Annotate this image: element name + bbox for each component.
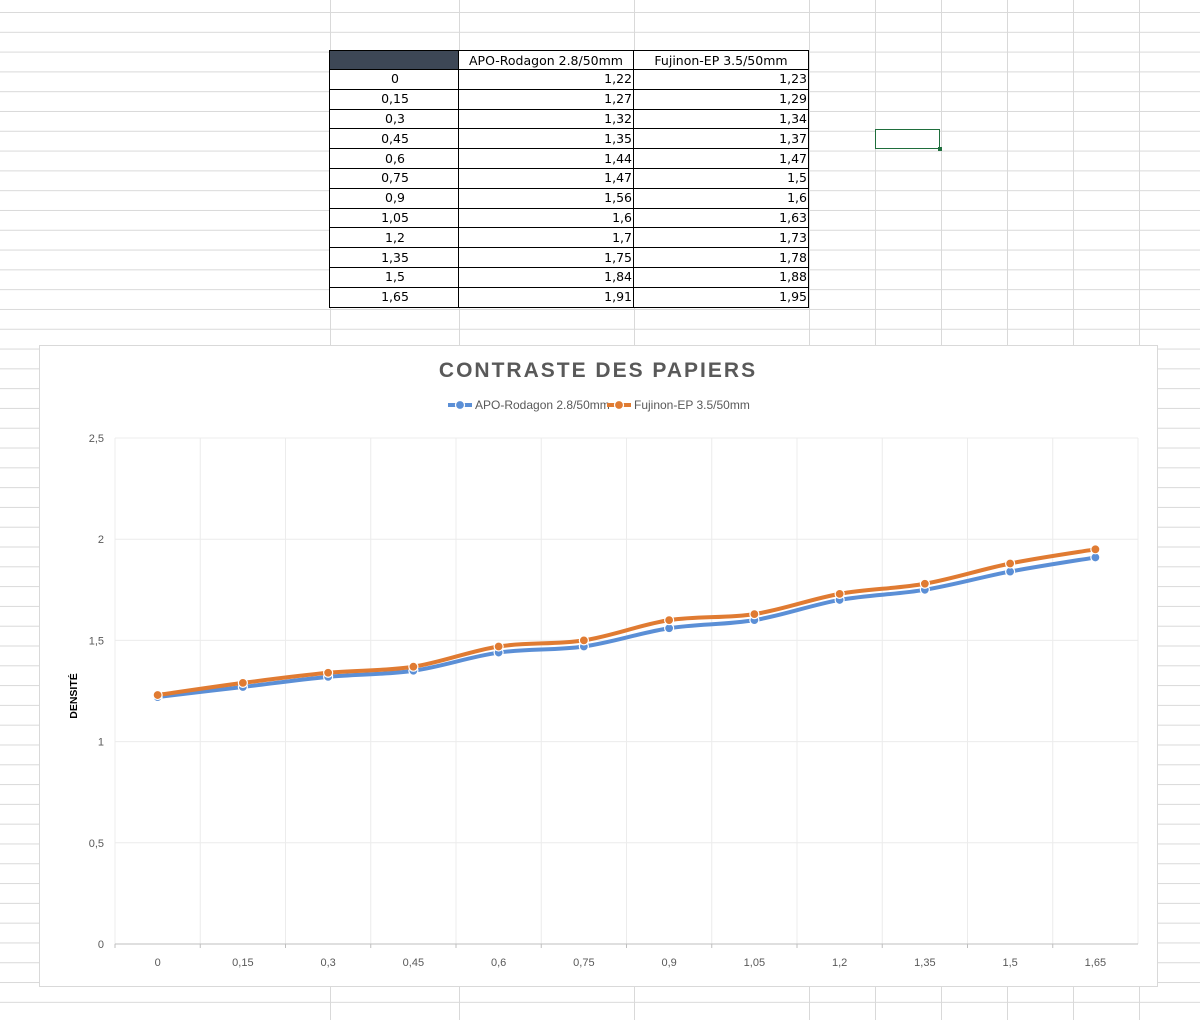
x-tick-label: 0,9: [661, 957, 676, 969]
legend-swatch-marker: [613, 399, 625, 411]
table-row: 0,75 1,47 1,5: [329, 167, 809, 189]
table-cell[interactable]: 1,32: [458, 108, 634, 130]
table-row: 0,45 1,35 1,37: [329, 128, 809, 150]
table-cell[interactable]: 1,47: [458, 167, 634, 189]
table-row: 1,5 1,84 1,88: [329, 266, 809, 288]
y-tick-label: 1: [98, 737, 104, 749]
y-tick-label: 0: [98, 939, 104, 951]
table-header-cell[interactable]: APO-Rodagon 2.8/50mm: [458, 50, 634, 70]
table-cell[interactable]: 1,75: [458, 247, 634, 268]
table-cell[interactable]: 1,56: [458, 187, 634, 209]
chart-grid: [114, 437, 1139, 944]
x-tick-label: 0: [155, 957, 161, 969]
selected-cell[interactable]: [875, 129, 942, 151]
line-chart[interactable]: CONTRASTE DES PAPIERS APO-Rodagon 2.8/50…: [39, 345, 1158, 987]
data-point[interactable]: [152, 689, 163, 701]
table-cell[interactable]: 1,22: [458, 69, 634, 90]
data-point[interactable]: [834, 588, 845, 599]
table-header-row: APO-Rodagon 2.8/50mm Fujinon-EP 3.5/50mm: [329, 50, 809, 70]
legend-entry-label[interactable]: Fujinon-EP 3.5/50mm: [634, 398, 750, 412]
chart-canvas: CONTRASTE DES PAPIERS APO-Rodagon 2.8/50…: [67, 359, 1139, 969]
table-row: 1,05 1,6 1,63: [329, 207, 809, 229]
table-cell[interactable]: 1,37: [633, 128, 809, 150]
data-point[interactable]: [323, 667, 334, 678]
table-cell[interactable]: 1,5: [329, 266, 459, 288]
table-cell[interactable]: 1,7: [458, 227, 634, 249]
table-cell[interactable]: 1,65: [329, 286, 459, 308]
y-tick-label: 1,5: [89, 635, 104, 647]
x-tick-label: 0,3: [320, 957, 335, 969]
table-cell[interactable]: 1,05: [329, 207, 459, 229]
table-cell[interactable]: 0,3: [329, 108, 459, 130]
table-cell[interactable]: 1,44: [458, 148, 634, 169]
table-cell[interactable]: 1,35: [458, 128, 634, 150]
y-tick-label: 2: [98, 534, 104, 546]
legend-entry-label[interactable]: APO-Rodagon 2.8/50mm: [475, 398, 610, 412]
x-tick-label: 0,6: [491, 957, 506, 969]
data-point[interactable]: [749, 608, 760, 620]
x-tick-label: 1,5: [1002, 957, 1017, 969]
data-point[interactable]: [237, 677, 248, 689]
table-row: 0,15 1,27 1,29: [329, 88, 809, 110]
table-row: 0,6 1,44 1,47: [329, 148, 809, 169]
table-cell[interactable]: 1,6: [633, 187, 809, 209]
x-tick-label: 1,2: [832, 957, 847, 969]
table-cell[interactable]: 1,34: [633, 108, 809, 130]
table-cell[interactable]: 1,88: [633, 266, 809, 288]
table-cell[interactable]: 1,47: [633, 148, 809, 169]
table-cell[interactable]: 1,95: [633, 286, 809, 308]
data-point[interactable]: [578, 635, 589, 646]
y-axis-title: DENSITÉ: [67, 673, 80, 719]
legend-swatch-marker: [454, 399, 466, 411]
table-cell[interactable]: 1,6: [458, 207, 634, 229]
y-tick-label: 2,5: [89, 433, 104, 445]
y-tick-label: 0,5: [89, 838, 104, 850]
table-row: 0,3 1,32 1,34: [329, 108, 809, 130]
x-tick-label: 1,65: [1085, 957, 1106, 969]
table-cell[interactable]: 0,45: [329, 128, 459, 150]
data-point[interactable]: [493, 641, 504, 652]
table-row: 1,2 1,7 1,73: [329, 227, 809, 249]
table-cell[interactable]: 0,75: [329, 167, 459, 189]
table-cell[interactable]: 1,23: [633, 69, 809, 90]
x-tick-label: 0,45: [403, 957, 424, 969]
chart-title: CONTRASTE DES PAPIERS: [439, 359, 757, 382]
table-cell[interactable]: 1,29: [633, 88, 809, 110]
table-cell[interactable]: 0,15: [329, 88, 459, 110]
data-point[interactable]: [664, 615, 675, 626]
table-cell[interactable]: 1,5: [633, 167, 809, 189]
chart-axes: 0 0,5 1 1,5 2 2,5 0 0,15 0,3 0,45 0,6 0,75 0,9 1,05 1,…: [89, 433, 1138, 969]
x-tick-label: 0,15: [232, 957, 253, 969]
table-cell[interactable]: 1,91: [458, 286, 634, 308]
data-point[interactable]: [1090, 544, 1101, 555]
data-point[interactable]: [1005, 558, 1016, 569]
data-point[interactable]: [408, 661, 419, 672]
chart-series-layer: [152, 544, 1101, 703]
table-cell[interactable]: 1,78: [633, 247, 809, 268]
table-row: 1,35 1,75 1,78: [329, 247, 809, 268]
table-cell[interactable]: 1,84: [458, 266, 634, 288]
table-cell[interactable]: 1,27: [458, 88, 634, 110]
x-tick-label: 1,05: [744, 957, 765, 969]
fill-handle[interactable]: [938, 147, 942, 151]
x-tick-label: 0,75: [573, 957, 594, 969]
table-header-cell[interactable]: [329, 50, 459, 70]
table-row: 0,9 1,56 1,6: [329, 187, 809, 209]
x-tick-label: 1,35: [914, 957, 935, 969]
table-cell[interactable]: 0: [329, 69, 459, 90]
table-cell[interactable]: 0,6: [329, 148, 459, 169]
table-cell[interactable]: 1,2: [329, 227, 459, 249]
table-header-cell[interactable]: Fujinon-EP 3.5/50mm: [633, 50, 809, 70]
table-cell[interactable]: 1,73: [633, 227, 809, 249]
table-cell[interactable]: 1,63: [633, 207, 809, 229]
data-point[interactable]: [919, 578, 930, 589]
series-line-1: [155, 555, 1098, 700]
data-table: APO-Rodagon 2.8/50mm Fujinon-EP 3.5/50mm…: [329, 50, 809, 308]
series-line-2: [155, 547, 1098, 698]
chart-legend: APO-Rodagon 2.8/50mm Fujinon-EP 3.5/50mm: [448, 398, 750, 412]
table-row: 1,65 1,91 1,95: [329, 286, 809, 308]
table-cell[interactable]: 1,35: [329, 247, 459, 268]
table-row: 0 1,22 1,23: [329, 69, 809, 90]
table-cell[interactable]: 0,9: [329, 187, 459, 209]
